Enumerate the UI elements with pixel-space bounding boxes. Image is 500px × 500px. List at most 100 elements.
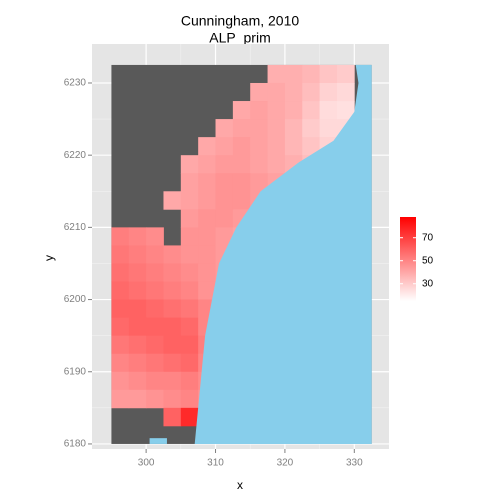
y-tick-label: 6230 (64, 78, 87, 89)
raster-cell (250, 137, 268, 156)
x-tick-label: 310 (207, 458, 224, 469)
raster-cell (111, 353, 130, 373)
x-tick-label: 300 (138, 458, 155, 469)
sea-patch (149, 438, 167, 444)
raster-cell (267, 101, 286, 120)
raster-cell (215, 209, 234, 228)
raster-cell (146, 353, 164, 373)
raster-cell (111, 335, 130, 355)
raster-cell (250, 82, 268, 102)
raster-cell (232, 155, 251, 174)
raster-cell (232, 101, 251, 120)
raster-cell (180, 173, 199, 192)
raster-cell (267, 119, 286, 138)
colorbar (400, 217, 416, 301)
raster-cell (250, 101, 268, 120)
raster-cell (232, 137, 251, 156)
raster-cell (163, 245, 182, 264)
raster-cell (111, 227, 130, 246)
raster-cell (128, 389, 147, 409)
raster-cell (163, 389, 182, 409)
y-axis-label: y (42, 255, 56, 261)
raster-cell (111, 371, 130, 391)
colorbar-label: 30 (422, 278, 434, 289)
raster-cell (198, 281, 216, 300)
raster-cell (111, 317, 130, 337)
raster-cell (111, 263, 130, 282)
raster-cell (302, 82, 321, 102)
y-tick-label: 6180 (64, 439, 87, 450)
raster-cell (128, 263, 147, 282)
raster-cell (128, 335, 147, 355)
raster-cell (180, 299, 199, 319)
x-tick-label: 330 (346, 458, 363, 469)
raster-cell (146, 281, 164, 300)
raster-cell (180, 245, 199, 264)
raster-cell (111, 281, 130, 300)
raster-cell (284, 64, 303, 84)
raster-cell (163, 299, 182, 319)
chart-title: Cunningham, 2010 (181, 13, 300, 29)
raster-cell (284, 101, 303, 120)
raster-cell (163, 263, 182, 282)
raster-cell (180, 263, 199, 282)
y-tick-label: 6210 (64, 222, 87, 233)
raster-cell (128, 299, 147, 319)
raster-cell (336, 82, 355, 102)
raster-cell (336, 64, 355, 84)
raster-cell (128, 281, 147, 300)
raster-cell (111, 245, 130, 264)
raster-cell (146, 389, 164, 409)
raster-cell (319, 64, 338, 84)
raster-cell (198, 263, 216, 282)
raster-cell (302, 101, 321, 120)
raster-cell (180, 335, 199, 355)
raster-cell (232, 191, 251, 210)
raster-cell (215, 173, 234, 192)
raster-cell (198, 245, 216, 264)
raster-cell (215, 191, 234, 210)
raster-cell (180, 407, 199, 427)
raster-cell (163, 191, 182, 210)
raster-cell (163, 317, 182, 337)
raster-cell (180, 209, 199, 228)
raster-cell (232, 173, 251, 192)
raster-cell (302, 119, 321, 138)
raster-cell (146, 245, 164, 264)
raster-cell (198, 173, 216, 192)
raster-cell (284, 119, 303, 138)
y-tick-label: 6200 (64, 294, 87, 305)
colorbar-label: 50 (422, 255, 434, 266)
raster-cell (146, 335, 164, 355)
raster-cell (215, 137, 234, 156)
raster-cell (319, 119, 338, 138)
raster-cell (198, 191, 216, 210)
raster-cell (198, 137, 216, 156)
y-tick-label: 6220 (64, 150, 87, 161)
raster-cell (319, 101, 338, 120)
raster-cell (250, 119, 268, 138)
raster-cell (146, 371, 164, 391)
raster-cell (232, 119, 251, 138)
raster-cell (146, 317, 164, 337)
raster-cell (146, 299, 164, 319)
raster-cell (267, 155, 286, 174)
raster-cell (198, 155, 216, 174)
raster-cell (163, 407, 182, 427)
y-tick-label: 6190 (64, 366, 87, 377)
raster-cell (180, 353, 199, 373)
colorbar-label: 70 (422, 232, 434, 243)
raster-cell (319, 82, 338, 102)
raster-cell (215, 155, 234, 174)
raster-cell (284, 137, 303, 156)
raster-cell (146, 263, 164, 282)
raster-cell (163, 281, 182, 300)
raster-cell (250, 155, 268, 174)
raster-cell (180, 281, 199, 300)
raster-cell (198, 209, 216, 228)
raster-cell (302, 64, 321, 84)
raster-cell (302, 137, 321, 156)
raster-cell (163, 335, 182, 355)
